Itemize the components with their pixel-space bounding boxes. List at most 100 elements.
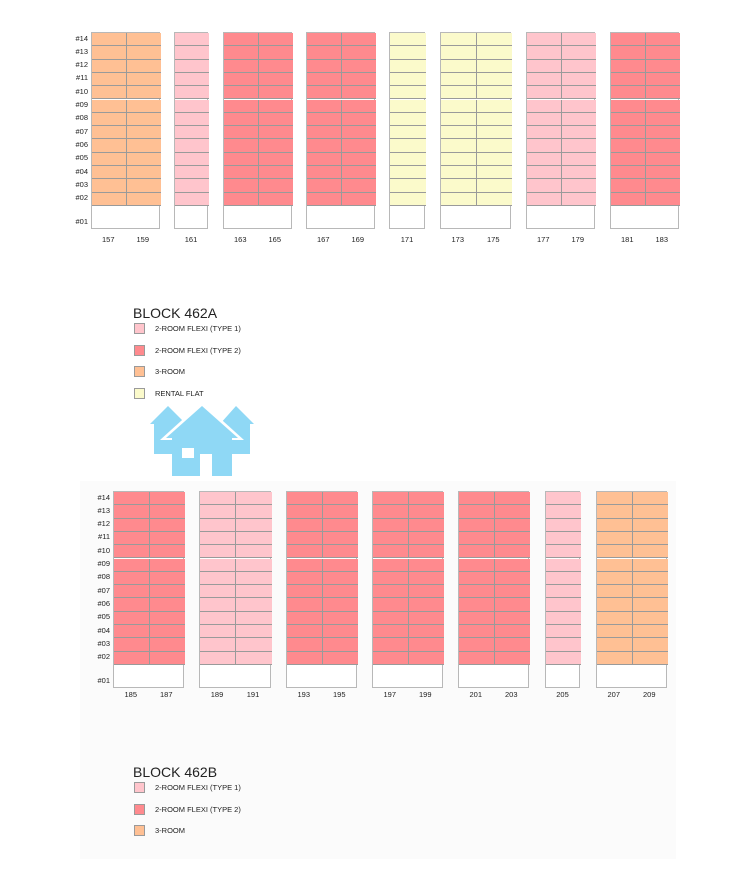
unit-number-label: 165 xyxy=(268,235,281,244)
flat-unit xyxy=(175,126,209,140)
flat-unit xyxy=(307,166,342,180)
flat-unit xyxy=(390,46,426,60)
flat-unit xyxy=(527,139,562,153)
flat-unit xyxy=(494,625,530,639)
flat-unit xyxy=(200,531,236,546)
flat-unit xyxy=(476,86,512,100)
floor-label: #01 xyxy=(97,675,110,685)
flat-unit xyxy=(200,625,236,639)
flat-unit xyxy=(597,531,633,546)
flat-unit xyxy=(546,585,581,599)
legend-swatch xyxy=(134,803,145,815)
flat-unit xyxy=(611,166,646,180)
flat-unit xyxy=(114,505,150,519)
flat-unit xyxy=(561,112,596,127)
flat-unit xyxy=(373,492,409,506)
floor-label: #11 xyxy=(76,73,88,83)
flat-unit xyxy=(258,126,293,140)
flat-unit xyxy=(441,166,477,180)
flat-unit xyxy=(408,518,444,532)
flat-unit xyxy=(390,192,426,206)
flat-unit xyxy=(258,192,293,206)
flat-unit xyxy=(92,139,127,153)
flat-unit xyxy=(494,545,530,559)
flat-unit xyxy=(373,545,409,559)
flat-unit xyxy=(149,598,185,612)
flat-unit xyxy=(441,139,477,153)
flat-unit xyxy=(476,166,512,180)
flat-unit xyxy=(114,545,150,559)
flat-unit xyxy=(200,651,236,665)
flat-unit xyxy=(632,558,668,572)
flat-unit xyxy=(307,72,342,87)
flat-unit xyxy=(307,152,342,166)
flat-unit xyxy=(92,33,127,47)
legend-swatch xyxy=(134,825,145,836)
unit-number-label: 169 xyxy=(351,235,364,244)
flat-unit xyxy=(92,86,127,100)
flat-unit xyxy=(224,139,259,153)
unit-number-label: 171 xyxy=(400,235,414,244)
unit-stack xyxy=(113,491,185,688)
flat-unit xyxy=(175,86,209,100)
unit-number-label: 163 xyxy=(233,235,247,244)
flat-unit xyxy=(258,112,293,127)
floor-label: #06 xyxy=(75,139,88,149)
flat-unit xyxy=(236,531,272,546)
flat-unit xyxy=(408,625,444,639)
flat-unit xyxy=(224,166,259,180)
house-window xyxy=(182,448,194,458)
flat-unit xyxy=(632,518,668,532)
flat-unit xyxy=(322,518,358,532)
unit-stack xyxy=(223,32,293,229)
flat-unit xyxy=(200,545,236,559)
flat-unit xyxy=(236,571,272,586)
flat-unit xyxy=(149,625,185,639)
flat-unit xyxy=(546,598,581,612)
flat-unit xyxy=(236,625,272,639)
flat-unit xyxy=(126,99,161,113)
flat-unit xyxy=(546,518,581,532)
flat-unit xyxy=(224,72,259,87)
flat-unit xyxy=(561,152,596,166)
flat-unit xyxy=(114,598,150,612)
flat-unit xyxy=(597,518,633,532)
flat-unit xyxy=(92,46,127,60)
flat-unit xyxy=(459,558,495,572)
flat-unit xyxy=(224,152,259,166)
flat-unit xyxy=(114,531,150,546)
flat-unit xyxy=(373,638,409,652)
flat-unit xyxy=(149,531,185,546)
flat-unit xyxy=(175,139,209,153)
legend-label: 2-ROOM FLEXI (TYPE 1) xyxy=(155,324,241,333)
flat-unit xyxy=(390,99,426,113)
flat-unit xyxy=(561,192,596,206)
block-462a-title: BLOCK 462A xyxy=(133,305,218,321)
unit-stack xyxy=(526,32,596,229)
flat-unit xyxy=(373,651,409,665)
flat-unit xyxy=(126,179,161,193)
flat-unit xyxy=(476,192,512,206)
flat-unit xyxy=(527,152,562,166)
flat-unit xyxy=(494,585,530,599)
flat-unit xyxy=(258,86,293,100)
unit-number-label: 193 xyxy=(297,690,310,699)
flat-unit xyxy=(322,571,358,586)
flat-unit xyxy=(175,112,209,127)
flat-unit xyxy=(149,558,185,572)
flat-unit xyxy=(341,46,376,60)
legend-swatch xyxy=(134,344,145,356)
flat-unit xyxy=(441,99,477,113)
floor-label: #08 xyxy=(97,572,110,582)
floor-label: #01 xyxy=(75,216,88,226)
flat-unit xyxy=(459,531,495,546)
unit-number-label: 207 xyxy=(607,690,620,699)
flat-unit xyxy=(322,531,358,546)
flat-unit xyxy=(341,72,376,87)
flat-unit xyxy=(441,59,477,73)
flat-unit xyxy=(611,152,646,166)
flat-unit xyxy=(175,166,209,180)
flat-unit xyxy=(561,86,596,100)
flat-unit xyxy=(527,126,562,140)
flat-unit xyxy=(322,651,358,665)
